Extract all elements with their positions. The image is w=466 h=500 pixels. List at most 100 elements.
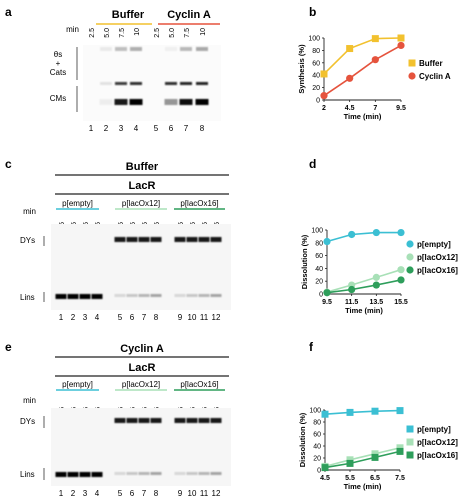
chart-b-point — [371, 35, 379, 43]
panel-a-band-theta: θs — [54, 50, 62, 59]
panel-e-min-label: min — [23, 396, 36, 405]
c-band-lin — [150, 294, 162, 297]
e-band-lin — [91, 472, 103, 477]
chart-d-legend-swatch — [406, 240, 414, 248]
c-band-lin — [126, 294, 138, 297]
panel-a-group-label-cyclin: Cyclin A — [167, 9, 211, 21]
chart-f-point — [321, 410, 329, 418]
panel-f-letter: f — [309, 340, 314, 354]
c-lane-number: 6 — [130, 313, 135, 322]
c-band-dy — [138, 237, 150, 242]
chart-d-point — [397, 276, 405, 284]
panel-a-band-cms: CMs — [50, 94, 66, 103]
chart-b-y-tick-label: 100 — [308, 36, 320, 43]
chart-b-x-tick-label: 4.5 — [345, 105, 355, 112]
chart-f-point — [346, 459, 354, 467]
chart-b-legend-label: Buffer — [419, 59, 443, 68]
chart-f-point — [396, 444, 404, 452]
chart-d-y-tick-label: 0 — [319, 292, 323, 299]
chart-d-point — [372, 273, 380, 281]
chart-b-y-tick-label: 20 — [312, 85, 320, 92]
panel-b-letter: b — [309, 5, 316, 19]
c-construct-label: p[empty] — [62, 199, 93, 208]
c-lane-number: 5 — [118, 313, 123, 322]
c-lane-number: 2 — [71, 313, 76, 322]
panel-d-letter: d — [309, 157, 316, 171]
chart-f-y-tick-label: 40 — [313, 444, 321, 451]
chart-f-legend-label: p[empty] — [417, 425, 451, 434]
c-band-lin — [67, 294, 79, 299]
panel-e-protein: LacR — [129, 362, 156, 374]
chart-f-series-line — [324, 409, 401, 415]
chart-f-x-tick-label: 7.5 — [395, 475, 405, 482]
panel-a-band-mid — [180, 82, 192, 85]
c-band-lin — [174, 294, 186, 297]
chart-f-legend-label: p[lacOx12] — [417, 438, 458, 447]
panel-a-bands — [99, 47, 209, 105]
chart-d-y-tick-label: 20 — [315, 279, 323, 286]
c-band-dy — [126, 237, 138, 242]
panel-a-lane-number: 8 — [200, 124, 205, 133]
c-lane-number: 4 — [95, 313, 100, 322]
c-band-lin — [198, 294, 210, 297]
chart-f-legend-label: p[lacOx16] — [417, 451, 458, 460]
panel-a-lane-number: 3 — [119, 124, 124, 133]
e-band-dy — [138, 418, 150, 423]
panel-a-lane-number: 5 — [154, 124, 159, 133]
chart-d-point — [323, 237, 331, 246]
e-construct-label: p[lacOx16] — [180, 380, 218, 389]
e-band-lin — [210, 472, 222, 475]
e-lane-number: 11 — [200, 489, 209, 498]
chart-b-legend-swatch — [408, 59, 416, 67]
e-band-dy — [186, 418, 198, 423]
chart-b-y-tick-label: 80 — [312, 48, 320, 55]
e-band-dy — [210, 418, 222, 423]
chart-b-point — [320, 70, 328, 78]
chart-f-y-tick-label: 60 — [313, 432, 321, 439]
panel-c-condition: Buffer — [126, 161, 159, 173]
chart-d-point — [348, 230, 356, 239]
e-lane-number: 8 — [154, 489, 159, 498]
c-lane-number: 7 — [142, 313, 147, 322]
chart-f-y-tick-label: 80 — [313, 420, 321, 427]
chart-d-x-label: Time (min) — [345, 306, 383, 315]
panel-a-lane-number: 7 — [184, 124, 189, 133]
chart-d-y-tick-label: 40 — [315, 266, 323, 273]
e-lane-number: 5 — [118, 489, 123, 498]
panel-a-min-label: min — [66, 25, 79, 34]
panel-a-time-labels: 2.5 5.0 7.5 10 2.5 5.0 7.5 10 — [89, 28, 207, 38]
e-lane-number: 2 — [71, 489, 76, 498]
chart-b-point — [346, 74, 354, 82]
e-construct-label: p[lacOx12] — [122, 380, 160, 389]
panel-a-lane-numbers: 1 2 3 4 5 6 7 8 — [89, 124, 205, 133]
chart-d-legend-label: p[empty] — [417, 240, 451, 249]
chart-d-x-tick-label: 15.5 — [394, 299, 408, 306]
panel-a-band-cms — [195, 99, 209, 105]
chart-d-series-line — [326, 279, 402, 294]
panel-a-time-label: 7.5 — [184, 28, 191, 38]
chart-b-point — [346, 45, 354, 53]
panel-e-construct-labels: p[empty] p[lacOx12] p[lacOx16] — [56, 380, 225, 391]
chart-f-point — [346, 408, 354, 416]
e-band-lin — [126, 472, 138, 475]
panel-c-min-label: min — [23, 207, 36, 216]
e-band-lin — [114, 472, 126, 475]
panel-a-time-label: 10 — [200, 28, 207, 36]
chart-f-point — [396, 447, 404, 455]
c-lane-number: 12 — [212, 313, 221, 322]
panel-c-band-dys: DYs — [20, 236, 35, 245]
e-band-lin — [198, 472, 210, 475]
chart-b: 0 20 40 60 80 100 2 4.5 7 9.5 Time (min) Synthesis … — [297, 34, 451, 121]
chart-f-legend-swatch — [406, 425, 414, 433]
c-band-lin — [91, 294, 103, 299]
chart-f: 0 20 40 60 80 100 4.5 5.5 6.5 7.5 Time (min) Dissol… — [298, 407, 458, 491]
chart-f-point — [396, 407, 404, 415]
chart-f-point — [346, 456, 354, 464]
c-construct-label: p[lacOx12] — [122, 199, 160, 208]
e-lane-number: 9 — [178, 489, 183, 498]
chart-f-x-tick-label: 6.5 — [370, 475, 380, 482]
panel-a-band-cms — [164, 99, 178, 105]
panel-a-lane-number: 1 — [89, 124, 94, 133]
chart-d-legend-swatch — [406, 266, 414, 274]
chart-d-y-tick-label: 60 — [315, 253, 323, 260]
